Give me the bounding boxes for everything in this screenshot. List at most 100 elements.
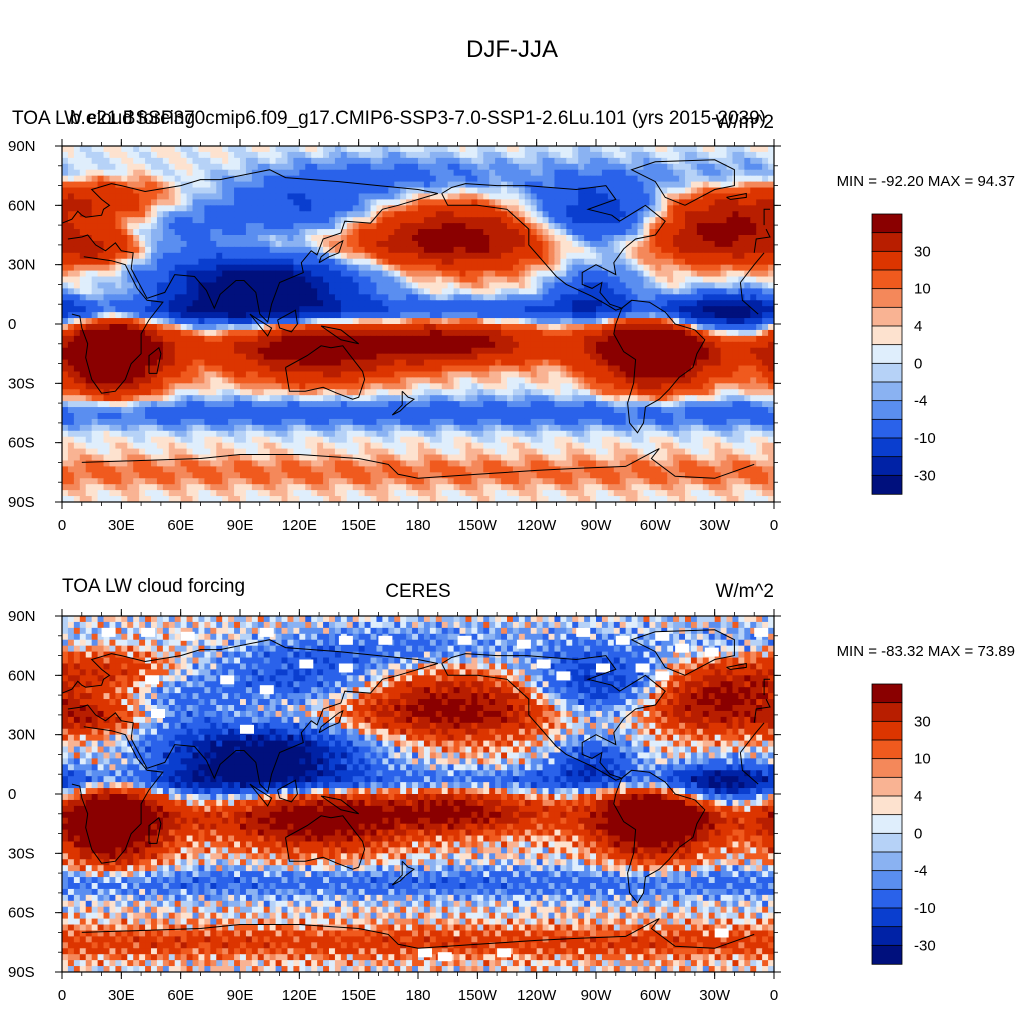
field-cell bbox=[507, 246, 514, 254]
field-cell bbox=[679, 175, 686, 183]
field-cell bbox=[79, 175, 87, 183]
field-cell bbox=[281, 264, 289, 272]
field-cell bbox=[714, 282, 722, 289]
field-cell bbox=[512, 288, 520, 295]
field-cell bbox=[133, 341, 140, 349]
field-cell bbox=[222, 169, 229, 177]
field-cell bbox=[673, 163, 680, 171]
field-cell bbox=[423, 264, 431, 272]
field-cell bbox=[115, 288, 122, 295]
field-cell bbox=[334, 217, 342, 224]
field-cell bbox=[287, 205, 294, 212]
field-cell bbox=[67, 229, 75, 236]
field-cell bbox=[572, 365, 579, 373]
field-cell bbox=[708, 235, 716, 242]
field-cell bbox=[560, 377, 567, 384]
field-cell bbox=[97, 252, 105, 260]
field-cell bbox=[637, 157, 645, 165]
field-cell bbox=[151, 181, 158, 189]
field-cell bbox=[364, 163, 372, 171]
field-cell bbox=[210, 300, 217, 307]
field-cell bbox=[619, 229, 627, 236]
field-cell bbox=[382, 282, 389, 289]
field-cell bbox=[423, 240, 431, 248]
field-cell bbox=[305, 163, 312, 171]
field-cell bbox=[418, 270, 425, 278]
field-cell bbox=[524, 211, 532, 218]
field-cell bbox=[566, 217, 573, 224]
field-cell bbox=[738, 246, 745, 254]
field-cell bbox=[186, 318, 194, 325]
field-cell bbox=[180, 389, 188, 396]
field-cell bbox=[358, 347, 366, 355]
field-cell bbox=[483, 324, 490, 331]
field-cell bbox=[334, 371, 342, 378]
field-cell bbox=[649, 329, 656, 337]
field-cell bbox=[370, 347, 378, 355]
field-cell bbox=[418, 306, 425, 313]
field-cell bbox=[542, 229, 550, 236]
field-cell bbox=[311, 246, 318, 254]
field-cell bbox=[643, 377, 650, 384]
field-cell bbox=[73, 329, 81, 337]
field-cell bbox=[192, 365, 200, 373]
field-cell bbox=[756, 371, 763, 378]
field-cell bbox=[596, 151, 603, 159]
field-cell bbox=[240, 377, 247, 384]
field-cell bbox=[696, 157, 704, 165]
field-cell bbox=[512, 146, 520, 153]
field-cell bbox=[62, 371, 69, 378]
field-cell bbox=[305, 329, 312, 337]
field-cell bbox=[269, 187, 277, 195]
field-cell bbox=[631, 235, 639, 242]
field-cell bbox=[346, 282, 354, 289]
field-cell bbox=[388, 229, 395, 236]
field-cell bbox=[447, 217, 455, 224]
field-cell bbox=[358, 341, 366, 349]
field-cell bbox=[489, 240, 496, 248]
field-cell bbox=[412, 347, 419, 355]
field-cell bbox=[287, 246, 294, 254]
field-cell bbox=[447, 175, 455, 183]
field-cell bbox=[162, 175, 170, 183]
field-cell bbox=[465, 282, 472, 289]
field-cell bbox=[423, 377, 431, 384]
field-cell bbox=[738, 163, 745, 171]
field-cell bbox=[625, 175, 633, 183]
field-cell bbox=[186, 229, 194, 236]
field-cell bbox=[578, 151, 585, 159]
field-cell bbox=[744, 240, 751, 248]
field-cell bbox=[572, 211, 579, 218]
field-cell bbox=[329, 383, 336, 390]
field-cell bbox=[560, 240, 567, 248]
field-cell bbox=[613, 217, 621, 224]
field-cell bbox=[287, 324, 294, 331]
field-cell bbox=[67, 240, 75, 248]
field-cell bbox=[346, 229, 354, 236]
field-cell bbox=[394, 371, 401, 378]
field-cell bbox=[364, 151, 372, 159]
field-cell bbox=[714, 365, 722, 373]
field-cell bbox=[429, 223, 437, 230]
field-cell bbox=[394, 324, 401, 331]
field-cell bbox=[673, 146, 680, 153]
field-cell bbox=[738, 205, 745, 212]
field-cell bbox=[554, 235, 561, 242]
field-cell bbox=[596, 347, 603, 355]
field-cell bbox=[690, 306, 698, 313]
field-cell bbox=[613, 187, 621, 195]
field-cell bbox=[744, 229, 751, 236]
field-cell bbox=[79, 181, 87, 189]
field-cell bbox=[619, 199, 627, 206]
field-cell bbox=[91, 282, 99, 289]
field-cell bbox=[67, 252, 75, 260]
field-cell bbox=[62, 252, 69, 260]
field-cell bbox=[542, 193, 550, 200]
field-cell bbox=[85, 300, 93, 307]
field-cell bbox=[423, 252, 431, 260]
field-cell bbox=[370, 329, 378, 337]
field-cell bbox=[317, 223, 324, 230]
field-cell bbox=[673, 318, 680, 325]
field-cell bbox=[720, 276, 728, 284]
field-cell bbox=[388, 282, 395, 289]
